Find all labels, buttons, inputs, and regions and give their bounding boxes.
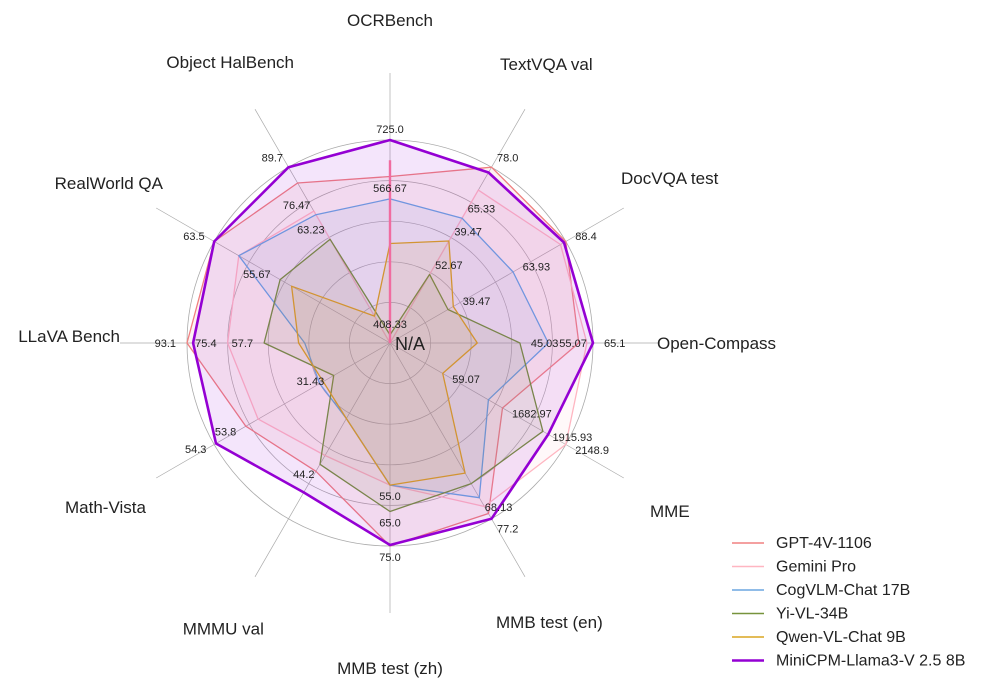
svg-text:65.0: 65.0: [379, 518, 400, 530]
svg-text:59.07: 59.07: [452, 374, 480, 386]
svg-text:566.67: 566.67: [373, 183, 407, 195]
svg-text:93.1: 93.1: [155, 338, 176, 350]
svg-text:Object HalBench: Object HalBench: [166, 53, 294, 72]
svg-text:31.43: 31.43: [297, 376, 325, 388]
svg-text:Qwen-VL-Chat 9B: Qwen-VL-Chat 9B: [776, 629, 906, 646]
svg-text:GPT-4V-1106: GPT-4V-1106: [776, 535, 872, 552]
svg-text:57.7: 57.7: [232, 338, 253, 350]
svg-text:MME: MME: [650, 502, 690, 521]
svg-text:CogVLM-Chat 17B: CogVLM-Chat 17B: [776, 582, 910, 599]
svg-text:68.13: 68.13: [485, 502, 513, 514]
svg-text:TextVQA val: TextVQA val: [500, 55, 593, 74]
svg-text:MMB test (zh): MMB test (zh): [337, 659, 443, 678]
svg-text:LLaVA Bench: LLaVA Bench: [18, 327, 120, 346]
svg-text:RealWorld QA: RealWorld QA: [55, 174, 164, 193]
svg-text:88.4: 88.4: [575, 231, 596, 243]
svg-text:78.0: 78.0: [497, 153, 518, 165]
svg-text:89.7: 89.7: [262, 153, 283, 165]
svg-text:55.0: 55.0: [379, 491, 400, 503]
svg-text:52.67: 52.67: [435, 260, 463, 272]
svg-text:725.0: 725.0: [376, 124, 404, 136]
svg-text:55.67: 55.67: [243, 269, 271, 281]
svg-text:MiniCPM-Llama3-V 2.5 8B: MiniCPM-Llama3-V 2.5 8B: [776, 653, 965, 670]
svg-text:75.4: 75.4: [195, 338, 216, 350]
svg-text:Math-Vista: Math-Vista: [65, 498, 146, 517]
svg-text:39.47: 39.47: [454, 227, 482, 239]
svg-text:MMMU val: MMMU val: [183, 619, 264, 638]
svg-text:65.1: 65.1: [604, 338, 625, 350]
svg-text:1682.97: 1682.97: [512, 409, 552, 421]
svg-text:1915.93: 1915.93: [553, 432, 593, 444]
svg-text:Gemini Pro: Gemini Pro: [776, 559, 856, 576]
svg-text:2148.9: 2148.9: [575, 445, 609, 457]
svg-text:55.07: 55.07: [559, 338, 587, 350]
svg-text:Open-Compass: Open-Compass: [657, 334, 776, 353]
svg-text:63.5: 63.5: [183, 231, 204, 243]
svg-text:75.0: 75.0: [379, 552, 400, 564]
svg-text:53.8: 53.8: [215, 427, 236, 439]
svg-text:63.23: 63.23: [297, 225, 325, 237]
svg-text:77.2: 77.2: [497, 523, 518, 535]
svg-text:408.33: 408.33: [373, 319, 407, 331]
svg-text:MMB test (en): MMB test (en): [496, 613, 603, 632]
svg-text:DocVQA test: DocVQA test: [621, 169, 719, 188]
svg-text:76.47: 76.47: [283, 200, 311, 212]
svg-text:OCRBench: OCRBench: [347, 11, 433, 30]
svg-text:Yi-VL-34B: Yi-VL-34B: [776, 606, 848, 623]
svg-text:65.33: 65.33: [468, 204, 496, 216]
svg-text:45.03: 45.03: [531, 338, 559, 350]
svg-text:39.47: 39.47: [463, 296, 491, 308]
svg-text:N/A: N/A: [395, 334, 425, 354]
svg-text:44.2: 44.2: [293, 469, 314, 481]
svg-text:54.3: 54.3: [185, 444, 206, 456]
svg-text:63.93: 63.93: [523, 262, 551, 274]
